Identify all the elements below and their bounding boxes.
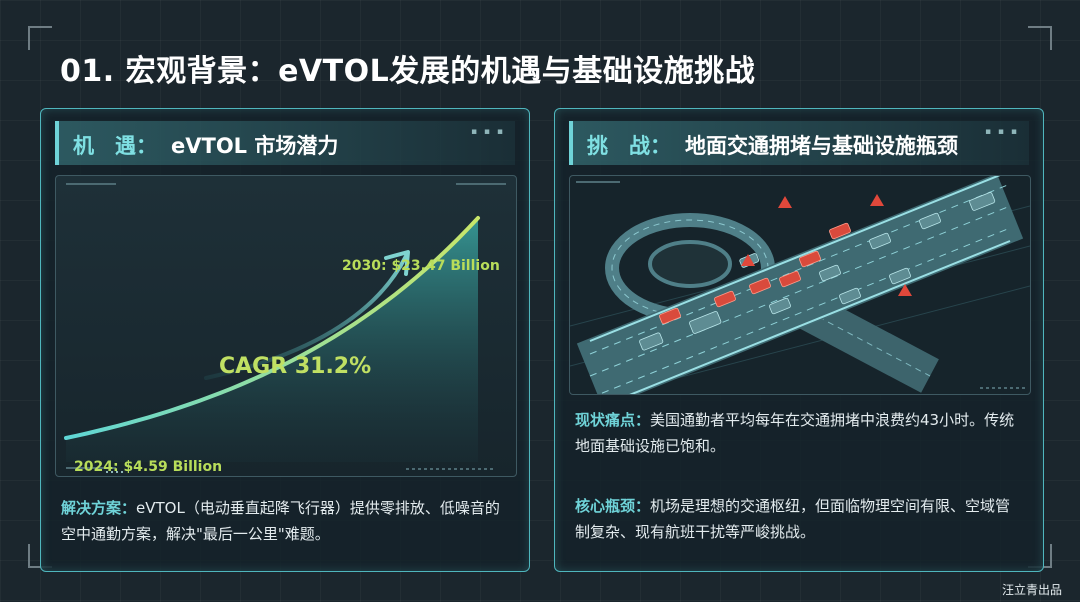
pain-point-key: 现状痛点： (575, 411, 651, 429)
market-growth-chart: 2030: $23.47 Billion 2024: $4.59 Billion… (55, 175, 517, 477)
challenge-header-key: 挑 战： (587, 134, 671, 158)
highway-svg (570, 176, 1030, 394)
core-bottleneck-text-block: 核心瓶颈：机场是理想的交通枢纽，但面临物理空间有限、空域管制复杂、现有航班干扰等… (575, 493, 1025, 545)
challenge-panel: 挑 战： 地面交通拥堵与基础设施瓶颈 ▪ ▪ ▪ (554, 108, 1044, 572)
header-decoration: ▪ ▪ ▪ (470, 127, 505, 137)
header-decoration: ▪ ▪ ▪ (984, 127, 1019, 137)
pain-point-text: 美国通勤者平均每年在交通拥堵中浪费约43小时。传统地面基础设施已饱和。 (575, 411, 1015, 455)
core-bottleneck-text: 机场是理想的交通枢纽，但面临物理空间有限、空域管制复杂、现有航班干扰等严峻挑战。 (575, 497, 1011, 541)
challenge-header-text: 地面交通拥堵与基础设施瓶颈 (685, 134, 958, 158)
opportunity-header-key: 机 遇： (73, 134, 157, 158)
corner-bracket-top-left (28, 26, 52, 50)
credit-label: 汪立青出品 (1001, 583, 1062, 597)
pain-point-text-block: 现状痛点：美国通勤者平均每年在交通拥堵中浪费约43小时。传统地面基础设施已饱和。 (575, 407, 1025, 459)
corner-bracket-top-right (1028, 26, 1052, 50)
chart-svg (64, 183, 506, 473)
traffic-congestion-illustration (569, 175, 1031, 395)
start-value-label: 2024: $4.59 Billion (74, 459, 223, 475)
growth-curve (64, 216, 480, 440)
solution-text-block: 解决方案：eVTOL（电动垂直起降飞行器）提供零排放、低噪音的空中通勤方案，解决… (61, 495, 511, 547)
cagr-label: CAGR 31.2% (219, 354, 372, 379)
solution-text: eVTOL（电动垂直起降飞行器）提供零排放、低噪音的空中通勤方案，解决"最后一公… (61, 499, 500, 543)
growth-area (66, 218, 478, 462)
end-value-label: 2030: $23.47 Billion (342, 258, 500, 274)
warning-icon (741, 194, 912, 296)
growth-arrow-head (384, 250, 410, 276)
solution-key: 解决方案： (61, 499, 137, 517)
page-title: 01. 宏观背景：eVTOL发展的机遇与基础设施挑战 (60, 54, 756, 89)
opportunity-header: 机 遇： eVTOL 市场潜力 ▪ ▪ ▪ (55, 121, 515, 165)
core-bottleneck-key: 核心瓶颈： (575, 497, 651, 515)
challenge-header: 挑 战： 地面交通拥堵与基础设施瓶颈 ▪ ▪ ▪ (569, 121, 1029, 165)
growth-arrow (204, 254, 408, 380)
opportunity-panel: 机 遇： eVTOL 市场潜力 ▪ ▪ ▪ (40, 108, 530, 572)
opportunity-header-text: eVTOL 市场潜力 (171, 134, 339, 158)
